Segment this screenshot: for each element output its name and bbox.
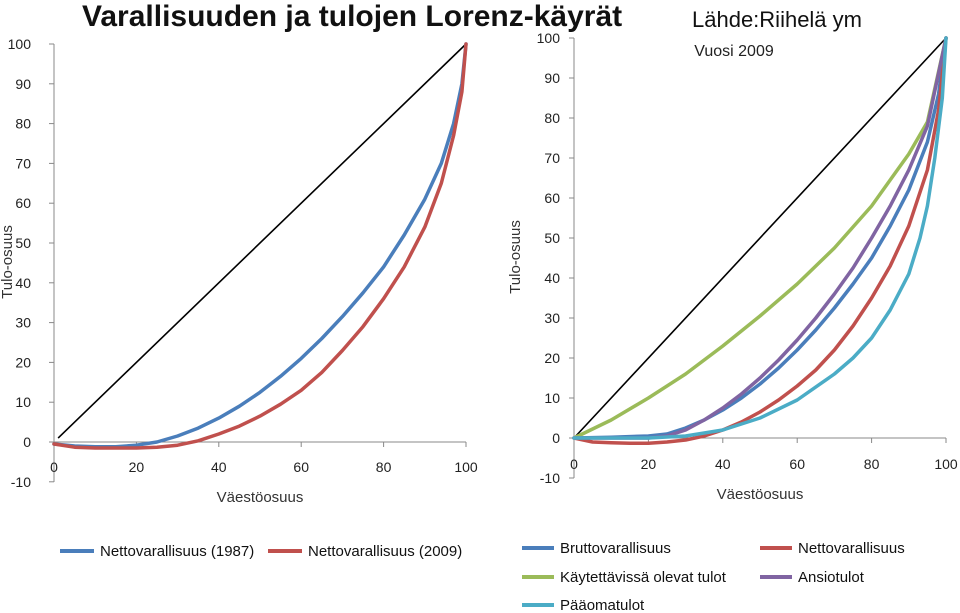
chart-title: Varallisuuden ja tulojen Lorenz-käyrät bbox=[82, 0, 623, 33]
y-tick-label: 20 bbox=[15, 354, 31, 370]
series-line bbox=[572, 36, 948, 440]
legend-label: Bruttovarallisuus bbox=[560, 540, 671, 557]
equality-line bbox=[573, 37, 947, 439]
x-tick-label: 0 bbox=[50, 459, 58, 475]
y-tick-label: 70 bbox=[544, 150, 560, 166]
x-tick-label: 60 bbox=[293, 459, 309, 475]
legend-label: Nettovarallisuus bbox=[798, 540, 905, 557]
series-line bbox=[52, 42, 468, 449]
y-tick-label: 70 bbox=[15, 155, 31, 171]
y-tick-label: 60 bbox=[544, 190, 560, 206]
x-tick-label: 100 bbox=[454, 459, 478, 475]
y-tick-label: 20 bbox=[544, 350, 560, 366]
y-tick-label: 0 bbox=[552, 430, 560, 446]
chart-subtitle: Vuosi 2009 bbox=[694, 43, 774, 60]
series-line bbox=[52, 42, 468, 450]
y-axis-title: Tulo-osuus bbox=[0, 225, 16, 299]
y-axis-title: Tulo-osuus bbox=[507, 220, 524, 294]
y-tick-label: 80 bbox=[544, 110, 560, 126]
y-tick-label: -10 bbox=[540, 470, 560, 486]
legend-label: Nettovarallisuus (1987) bbox=[100, 543, 254, 560]
series-line bbox=[572, 36, 948, 440]
y-tick-label: 10 bbox=[15, 394, 31, 410]
y-tick-label: 30 bbox=[544, 310, 560, 326]
x-tick-label: 20 bbox=[129, 459, 145, 475]
x-tick-label: 40 bbox=[715, 456, 731, 472]
x-tick-label: 20 bbox=[641, 456, 657, 472]
x-tick-label: 80 bbox=[864, 456, 880, 472]
y-tick-label: 0 bbox=[23, 434, 31, 450]
x-tick-label: 80 bbox=[376, 459, 392, 475]
y-tick-label: 30 bbox=[15, 315, 31, 331]
y-tick-label: 50 bbox=[544, 230, 560, 246]
y-tick-label: 80 bbox=[15, 116, 31, 132]
x-axis-title: Väestöosuus bbox=[717, 486, 804, 503]
series-line bbox=[572, 36, 948, 440]
y-tick-label: 50 bbox=[15, 235, 31, 251]
y-tick-label: 90 bbox=[544, 70, 560, 86]
y-tick-label: 100 bbox=[8, 36, 32, 52]
legend-label: Pääomatulot bbox=[560, 597, 645, 613]
x-axis-title: Väestöosuus bbox=[217, 489, 304, 506]
equality-line bbox=[57, 43, 467, 439]
y-tick-label: 100 bbox=[537, 30, 561, 46]
x-tick-label: 60 bbox=[789, 456, 805, 472]
x-tick-label: 40 bbox=[211, 459, 227, 475]
y-tick-label: 10 bbox=[544, 390, 560, 406]
series-line bbox=[572, 36, 948, 445]
x-tick-label: 0 bbox=[570, 456, 578, 472]
y-tick-label: -10 bbox=[11, 474, 31, 490]
source-label: Lähde:Riihelä ym bbox=[692, 7, 862, 32]
y-tick-label: 60 bbox=[15, 195, 31, 211]
x-tick-label: 100 bbox=[934, 456, 958, 472]
y-tick-label: 90 bbox=[15, 76, 31, 92]
legend-label: Käytettävissä olevat tulot bbox=[560, 569, 727, 586]
legend-label: Ansiotulot bbox=[798, 569, 865, 586]
y-tick-label: 40 bbox=[15, 275, 31, 291]
legend-label: Nettovarallisuus (2009) bbox=[308, 543, 462, 560]
y-tick-label: 40 bbox=[544, 270, 560, 286]
